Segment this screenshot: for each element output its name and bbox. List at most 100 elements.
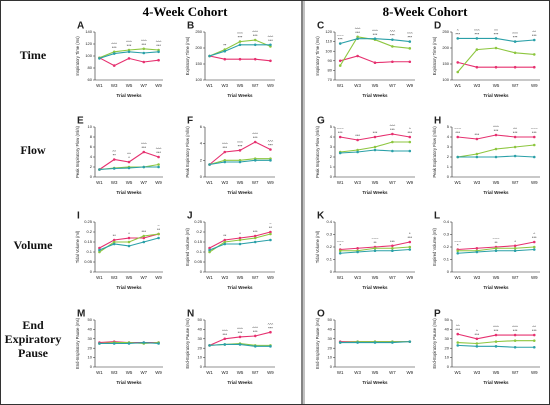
- data-point: [494, 133, 498, 137]
- data-point: [269, 330, 272, 334]
- x-tick-label: W5: [126, 370, 133, 375]
- significance-label: *: [514, 239, 516, 244]
- significance-label: ^: [457, 27, 459, 32]
- data-point: [391, 341, 394, 344]
- y-tick-label: 0.25: [84, 219, 93, 224]
- data-point: [456, 70, 460, 74]
- significance-label: **: [157, 227, 161, 232]
- y-tick-label: 50: [198, 317, 203, 322]
- significance-label: ^: [476, 328, 478, 333]
- data-point: [223, 150, 227, 154]
- data-point: [208, 250, 211, 254]
- significance-label: ^^: [456, 323, 460, 328]
- data-point: [391, 140, 394, 144]
- data-point: [408, 47, 412, 50]
- x-tick-label: W1: [337, 83, 344, 88]
- x-tick-label: W3: [111, 275, 118, 280]
- y-tick-label: 50: [88, 317, 93, 322]
- data-point: [373, 61, 377, 65]
- y-tick-label: 0.4: [326, 219, 332, 224]
- data-point: [494, 155, 498, 159]
- data-point: [475, 65, 479, 69]
- data-point: [98, 250, 101, 254]
- data-point: [532, 155, 536, 159]
- data-point: [157, 232, 160, 236]
- x-tick-label: W7: [389, 83, 396, 88]
- significance-label: ~~~: [454, 126, 462, 131]
- panel-letter: B: [187, 21, 194, 32]
- panel-letter: I: [77, 211, 80, 222]
- y-axis-label: Peak Expiratory Flow (ml/s): [432, 126, 437, 178]
- series-line: [99, 237, 159, 251]
- data-point: [223, 242, 227, 246]
- data-point: [112, 167, 116, 170]
- significance-label: ^^^: [390, 29, 396, 34]
- x-tick-label: W1: [454, 370, 461, 375]
- y-tick-label: 0: [90, 174, 93, 179]
- data-point: [223, 238, 227, 242]
- data-point: [408, 40, 412, 43]
- data-point: [494, 246, 498, 250]
- data-point: [269, 238, 272, 242]
- x-tick-label: W5: [237, 83, 244, 88]
- data-point: [253, 236, 257, 240]
- data-point: [127, 166, 131, 170]
- y-tick-label: 200: [442, 45, 449, 50]
- significance-label: ***: [141, 229, 146, 234]
- data-point: [98, 342, 101, 345]
- y-axis-label: Expired Volume (ml): [185, 228, 190, 266]
- x-tick-label: W9: [531, 83, 538, 88]
- significance-label: ***: [268, 143, 273, 148]
- data-point: [356, 37, 359, 41]
- data-point: [456, 61, 460, 64]
- x-axis-label: Trial Weeks: [483, 190, 509, 195]
- panel-letter: H: [434, 116, 441, 127]
- y-axis-label: Inspiratory Time (ms): [75, 36, 80, 76]
- data-point: [456, 341, 460, 344]
- significance-label: ***: [455, 130, 460, 135]
- data-point: [356, 54, 359, 58]
- data-point: [475, 337, 479, 341]
- data-point: [513, 246, 517, 250]
- y-tick-label: 0.25: [194, 219, 203, 224]
- significance-label: ***: [373, 130, 378, 135]
- y-tick-label: 100: [442, 77, 449, 82]
- significance-label: ^^: [513, 126, 517, 131]
- x-tick-label: W3: [221, 83, 228, 88]
- data-point: [532, 65, 536, 69]
- series-line: [209, 44, 271, 57]
- significance-label: ^^: [532, 29, 536, 34]
- data-point: [391, 132, 394, 136]
- y-tick-label: 20: [328, 345, 333, 350]
- data-point: [238, 335, 242, 339]
- x-tick-label: W1: [337, 370, 344, 375]
- significance-label: ~~~: [337, 126, 345, 131]
- data-point: [127, 50, 131, 54]
- data-point: [157, 50, 160, 54]
- x-tick-label: W1: [206, 180, 213, 185]
- x-tick-label: W5: [493, 275, 500, 280]
- data-point: [223, 240, 227, 244]
- x-tick-label: W7: [140, 180, 147, 185]
- x-axis-label: Trial Weeks: [227, 285, 253, 290]
- data-point: [475, 250, 479, 254]
- data-point: [142, 60, 146, 64]
- data-point: [513, 135, 517, 139]
- y-axis-label: Peak Inspiratory Flow (ml/s): [315, 125, 320, 177]
- data-point: [338, 59, 342, 63]
- x-tick-label: W3: [354, 275, 361, 280]
- y-tick-label: 2: [447, 154, 450, 159]
- data-point: [238, 236, 242, 240]
- data-point: [456, 332, 460, 336]
- x-axis-label: Trial Weeks: [362, 190, 388, 195]
- significance-label: ^^^: [252, 29, 258, 34]
- y-tick-label: 10: [328, 355, 333, 360]
- row-label: End Expiratory Pause: [4, 318, 62, 360]
- significance-label: ~~~: [337, 33, 345, 38]
- x-tick-label: W1: [206, 275, 213, 280]
- data-point: [456, 249, 460, 253]
- x-axis-label: Trial Weeks: [362, 380, 388, 385]
- data-point: [356, 150, 359, 154]
